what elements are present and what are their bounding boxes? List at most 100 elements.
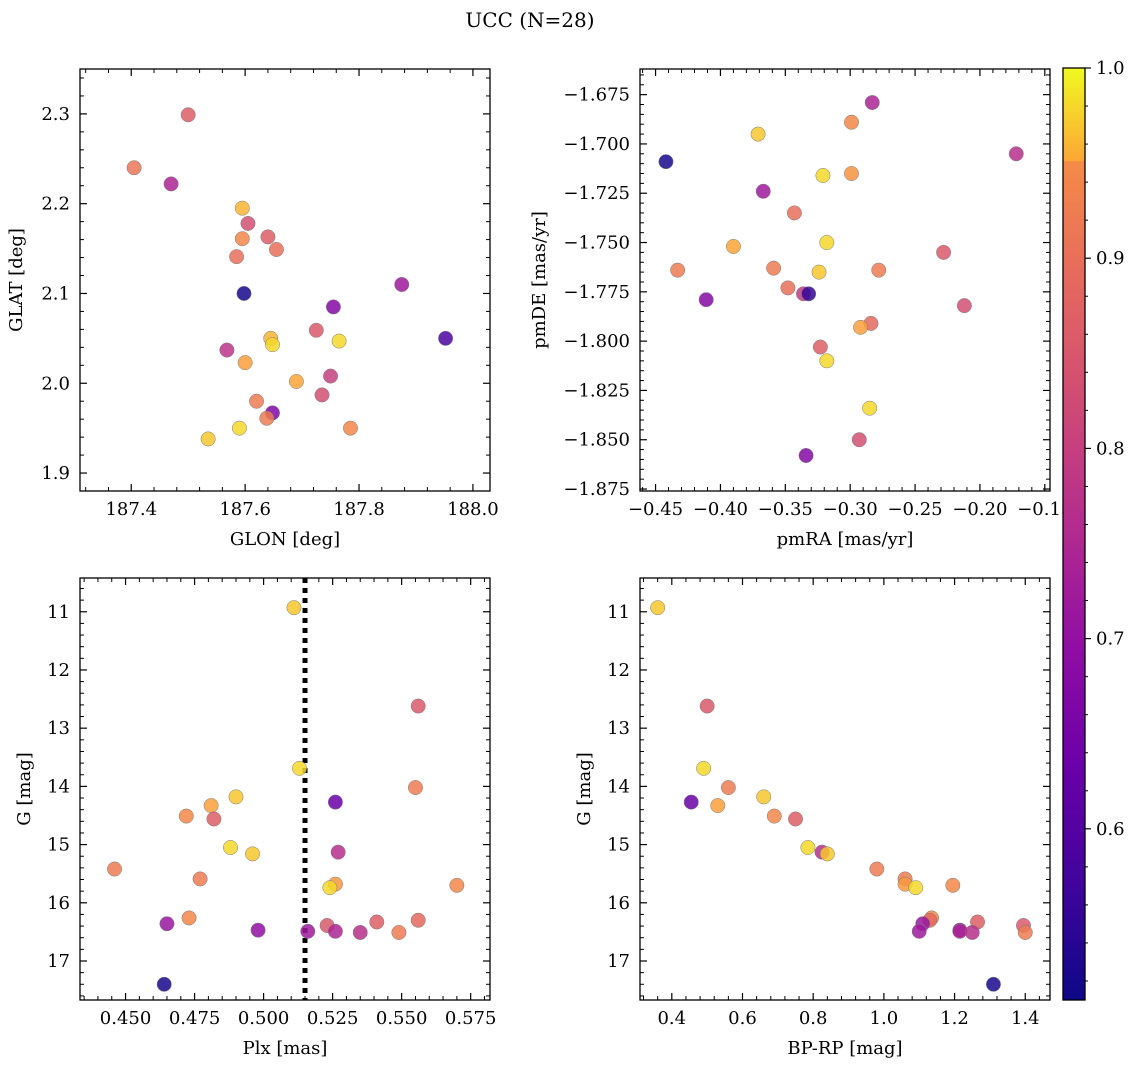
- data-point: [819, 846, 835, 862]
- y-axis-label: G [mag]: [574, 752, 595, 825]
- x-axis-label: pmRA [mas/yr]: [777, 529, 914, 550]
- y-axis-label: GLAT [deg]: [6, 228, 27, 332]
- data-point: [391, 925, 407, 940]
- x-tick-label: 0.575: [445, 1008, 497, 1029]
- y-tick-label: −1.775: [563, 282, 630, 303]
- data-point: [908, 880, 924, 896]
- data-point: [844, 166, 859, 181]
- data-point: [410, 698, 426, 714]
- data-point: [240, 215, 256, 231]
- data-point: [844, 114, 859, 130]
- data-point: [811, 264, 827, 280]
- data-point: [699, 698, 715, 714]
- data-point: [163, 176, 179, 192]
- data-point: [864, 95, 880, 110]
- data-point: [408, 780, 423, 795]
- colorbar-tick-label: 0.8: [1096, 438, 1125, 459]
- x-axis-label: BP-RP [mag]: [787, 1038, 902, 1059]
- y-tick-label: 2.2: [41, 194, 70, 215]
- y-tick-label: 14: [47, 776, 70, 797]
- x-tick-label: 0.550: [376, 1008, 428, 1029]
- panel-plx-g: 0.450 0.475 0.500 0.525 0.550 0.575 11 12 13 14 15…: [14, 577, 497, 1059]
- x-axis-label: Plx [mas]: [243, 1038, 328, 1059]
- data-point: [234, 231, 250, 247]
- y-tick-label: 2.3: [41, 104, 70, 125]
- y-tick-label: 13: [607, 718, 630, 739]
- data-point: [327, 923, 343, 939]
- data-point: [851, 432, 867, 448]
- y-tick-label: −1.700: [563, 134, 630, 155]
- data-point: [696, 760, 712, 776]
- colorbar-frame: [1062, 67, 1086, 1001]
- data-point: [369, 914, 385, 930]
- y-tick-label: −1.875: [563, 479, 630, 500]
- data-point: [449, 877, 465, 893]
- data-point: [1008, 146, 1024, 162]
- data-point: [658, 154, 674, 170]
- panel-bprp-g: 0.4 0.6 0.8 1.0 1.2 1.4 11 12 13 14 15 16 17 BP-RP [m…: [574, 577, 1051, 1059]
- data-point: [812, 339, 828, 355]
- data-point: [798, 448, 814, 463]
- data-point: [308, 322, 324, 338]
- x-tick-label: 1.4: [1011, 1008, 1040, 1029]
- y-axis-label: G [mag]: [14, 752, 35, 825]
- data-point: [788, 811, 803, 827]
- y-tick-label: −1.800: [563, 331, 630, 352]
- data-point: [234, 200, 250, 216]
- colorbar-top-band: [1063, 68, 1085, 162]
- axes-frame: [639, 577, 1051, 1001]
- y-tick-label: 15: [607, 835, 630, 856]
- x-tick-label: 1.2: [940, 1008, 969, 1029]
- data-point: [710, 798, 726, 814]
- x-axis-label: GLON [deg]: [230, 529, 340, 550]
- data-point: [756, 789, 772, 805]
- data-point: [862, 400, 878, 416]
- data-point: [698, 292, 714, 308]
- data-point: [159, 916, 175, 932]
- axes-frame: [79, 68, 491, 492]
- y-tick-label: 17: [47, 951, 70, 972]
- x-tick-label: −0.35: [758, 499, 813, 520]
- panel-pmra-pmde: −0.45 −0.40 −0.35 −0.30 −0.25 −0.20 −0.15 −1.87…: [529, 68, 1072, 550]
- data-point: [228, 789, 244, 805]
- data-point: [780, 280, 796, 296]
- data-point: [343, 420, 358, 436]
- data-point: [245, 846, 261, 862]
- data-point: [327, 794, 343, 810]
- data-point: [259, 410, 275, 426]
- data-point: [288, 374, 304, 389]
- data-point: [394, 277, 410, 292]
- data-point: [330, 844, 346, 860]
- y-tick-label: 16: [607, 893, 630, 914]
- data-point: [322, 880, 338, 896]
- data-point: [410, 912, 426, 928]
- x-tick-label: 0.4: [657, 1008, 686, 1029]
- x-tick-label: 187.8: [333, 499, 385, 520]
- y-tick-label: 11: [607, 602, 630, 623]
- y-tick-label: 2.1: [41, 283, 70, 304]
- data-point: [206, 811, 222, 827]
- y-tick-label: 11: [47, 602, 70, 623]
- y-tick-label: 1.9: [41, 463, 70, 484]
- data-point: [683, 794, 699, 810]
- data-point: [200, 431, 216, 447]
- data-point: [300, 923, 316, 939]
- data-point: [237, 355, 253, 371]
- data-point: [819, 235, 835, 250]
- x-tick-label: 187.6: [219, 499, 271, 520]
- data-point: [766, 260, 782, 276]
- y-tick-label: −1.725: [563, 183, 630, 204]
- data-point: [936, 244, 952, 260]
- colorbar-gradient: [1063, 68, 1085, 1000]
- data-point: [269, 242, 284, 257]
- y-tick-label: −1.750: [563, 233, 630, 254]
- colorbar-tick-label: 0.7: [1096, 629, 1125, 650]
- data-point: [786, 205, 802, 221]
- x-tick-label: −0.15: [1017, 499, 1072, 520]
- y-tick-label: 13: [47, 718, 70, 739]
- data-point: [249, 393, 264, 409]
- y-axis-label: pmDE [mas/yr]: [529, 211, 550, 349]
- data-point: [964, 925, 980, 940]
- y-tick-label: 12: [47, 660, 70, 681]
- x-tick-label: 0.6: [728, 1008, 757, 1029]
